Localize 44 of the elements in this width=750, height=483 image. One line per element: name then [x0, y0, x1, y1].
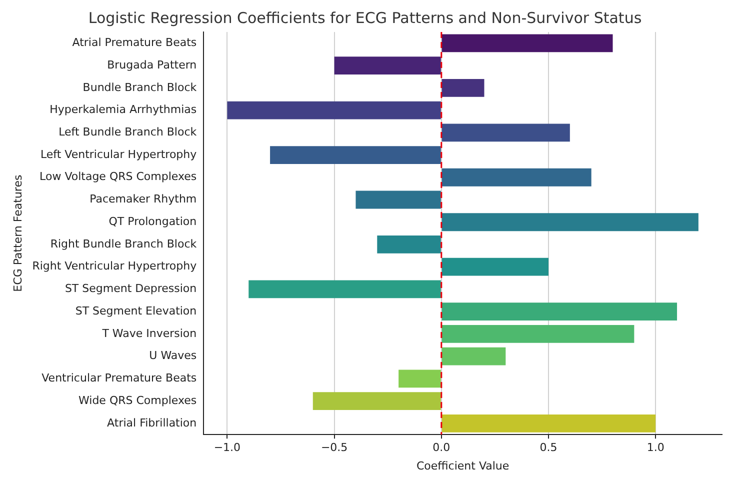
y-tick-label: Wide QRS Complexes	[78, 394, 197, 407]
y-tick-label: Atrial Premature Beats	[72, 36, 197, 50]
y-tick-label: Right Ventricular Hypertrophy	[32, 260, 198, 273]
x-tick-label: −0.5	[320, 441, 348, 454]
y-tick-label: Left Bundle Branch Block	[58, 126, 198, 139]
y-tick-label: Brugada Pattern	[107, 58, 197, 72]
bar	[442, 414, 656, 432]
bar	[270, 146, 441, 164]
y-tick-label: ST Segment Elevation	[75, 304, 197, 318]
y-tick-label: Atrial Fibrillation	[107, 416, 197, 430]
bar	[356, 190, 441, 209]
bar	[442, 258, 548, 276]
bar	[442, 34, 613, 52]
y-tick-label: U Waves	[149, 349, 197, 362]
y-tick-label: Ventricular Premature Beats	[42, 372, 197, 385]
bar	[442, 78, 484, 97]
x-tick-label: −1.0	[214, 441, 241, 454]
bar	[227, 101, 441, 120]
bar	[398, 370, 441, 388]
bar	[442, 325, 634, 343]
bar	[377, 236, 441, 254]
y-axis-title: ECG Pattern Features	[11, 174, 24, 292]
y-tick-label: Low Voltage QRS Complexes	[40, 170, 197, 184]
x-tick-label: 0.0	[432, 441, 450, 454]
y-tick-label: QT Prolongation	[108, 214, 197, 228]
x-tick-label: 0.5	[540, 441, 558, 454]
bar	[312, 392, 441, 410]
bar	[442, 213, 698, 232]
y-tick-label: T Wave Inversion	[101, 326, 197, 340]
bar	[442, 168, 592, 186]
y-tick-label: Right Bundle Branch Block	[50, 237, 198, 250]
bar	[334, 56, 441, 74]
x-tick-label: 1.0	[646, 441, 664, 454]
y-tick-label: Pacemaker Rhythm	[90, 192, 197, 206]
bar	[442, 347, 506, 366]
y-tick-label: Hyperkalemia Arrhythmias	[50, 103, 197, 116]
bar	[248, 280, 441, 298]
bar	[442, 124, 570, 142]
x-axis-title: Coefficient Value	[416, 459, 510, 472]
bar	[442, 302, 678, 321]
y-tick-label: ST Segment Depression	[64, 282, 197, 296]
y-tick-label: Left Ventricular Hypertrophy	[40, 148, 198, 161]
chart-title: Logistic Regression Coefficients for ECG Patterns and Non-Survivor Status	[88, 8, 642, 27]
y-tick-label: Bundle Branch Block	[82, 80, 198, 94]
